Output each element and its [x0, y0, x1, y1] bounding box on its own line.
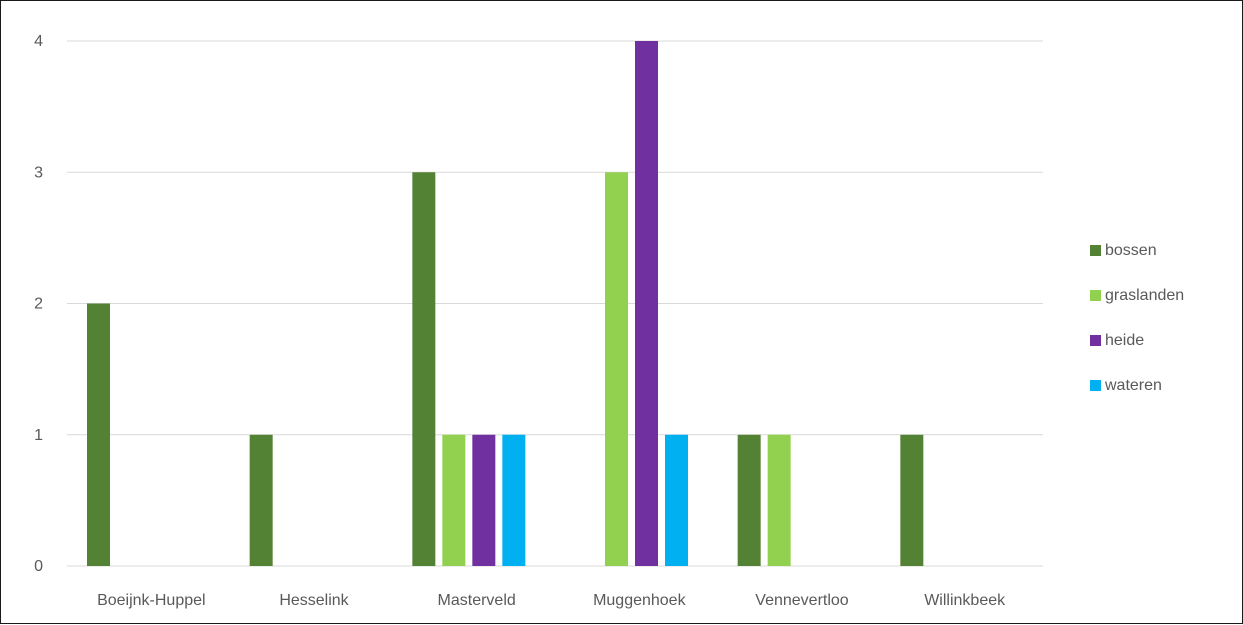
y-tick-label: 4: [34, 33, 43, 50]
x-tick-label: Hesselink: [279, 592, 349, 609]
legend-item-heide: heide: [1090, 332, 1144, 349]
y-tick-label: 2: [34, 296, 43, 313]
legend-item-graslanden: graslanden: [1090, 287, 1184, 304]
bars: [87, 41, 924, 566]
gridlines: [67, 40, 1043, 567]
y-tick-label: 0: [34, 558, 43, 575]
bar-heide-masterveld: [472, 434, 496, 566]
legend-swatch: [1090, 290, 1101, 301]
bar-graslanden-vennevertloo: [767, 434, 791, 566]
y-tick-label: 1: [34, 427, 43, 444]
y-tick-label: 3: [34, 164, 43, 181]
legend-label: heide: [1105, 332, 1144, 349]
bar-bossen-vennevertloo: [737, 434, 761, 566]
bar-bossen-willinkbeek: [900, 434, 924, 566]
bar-bossen-boeijnk-huppel: [87, 303, 110, 566]
bar-graslanden-muggenhoek: [605, 172, 628, 566]
y-axis-ticks: 0 1 2 3 4: [34, 33, 43, 575]
bar-wateren-muggenhoek: [665, 434, 688, 566]
x-tick-label: Willinkbeek: [924, 592, 1006, 609]
bar-bossen-masterveld: [412, 172, 436, 566]
x-axis-ticks: Boeijnk-Huppel Hesselink Masterveld Muggenh…: [97, 592, 1006, 609]
x-tick-label: Boeijnk-Huppel: [97, 592, 206, 609]
legend-item-wateren: wateren: [1090, 377, 1162, 394]
bar-heide-muggenhoek: [635, 41, 658, 566]
legend-item-bossen: bossen: [1090, 242, 1157, 259]
legend-label: bossen: [1105, 242, 1157, 259]
legend-label: wateren: [1104, 377, 1162, 394]
x-tick-label: Muggenhoek: [593, 592, 687, 609]
bar-wateren-masterveld: [502, 434, 526, 566]
legend: bossen graslanden heide wateren: [1090, 242, 1184, 394]
legend-label: graslanden: [1105, 287, 1184, 304]
legend-swatch: [1090, 335, 1101, 346]
legend-swatch: [1090, 380, 1101, 391]
legend-swatch: [1090, 245, 1101, 256]
bar-bossen-hesselink: [249, 434, 273, 566]
x-tick-label: Masterveld: [438, 592, 516, 609]
x-tick-label: Vennevertloo: [755, 592, 849, 609]
bar-graslanden-masterveld: [442, 434, 466, 566]
